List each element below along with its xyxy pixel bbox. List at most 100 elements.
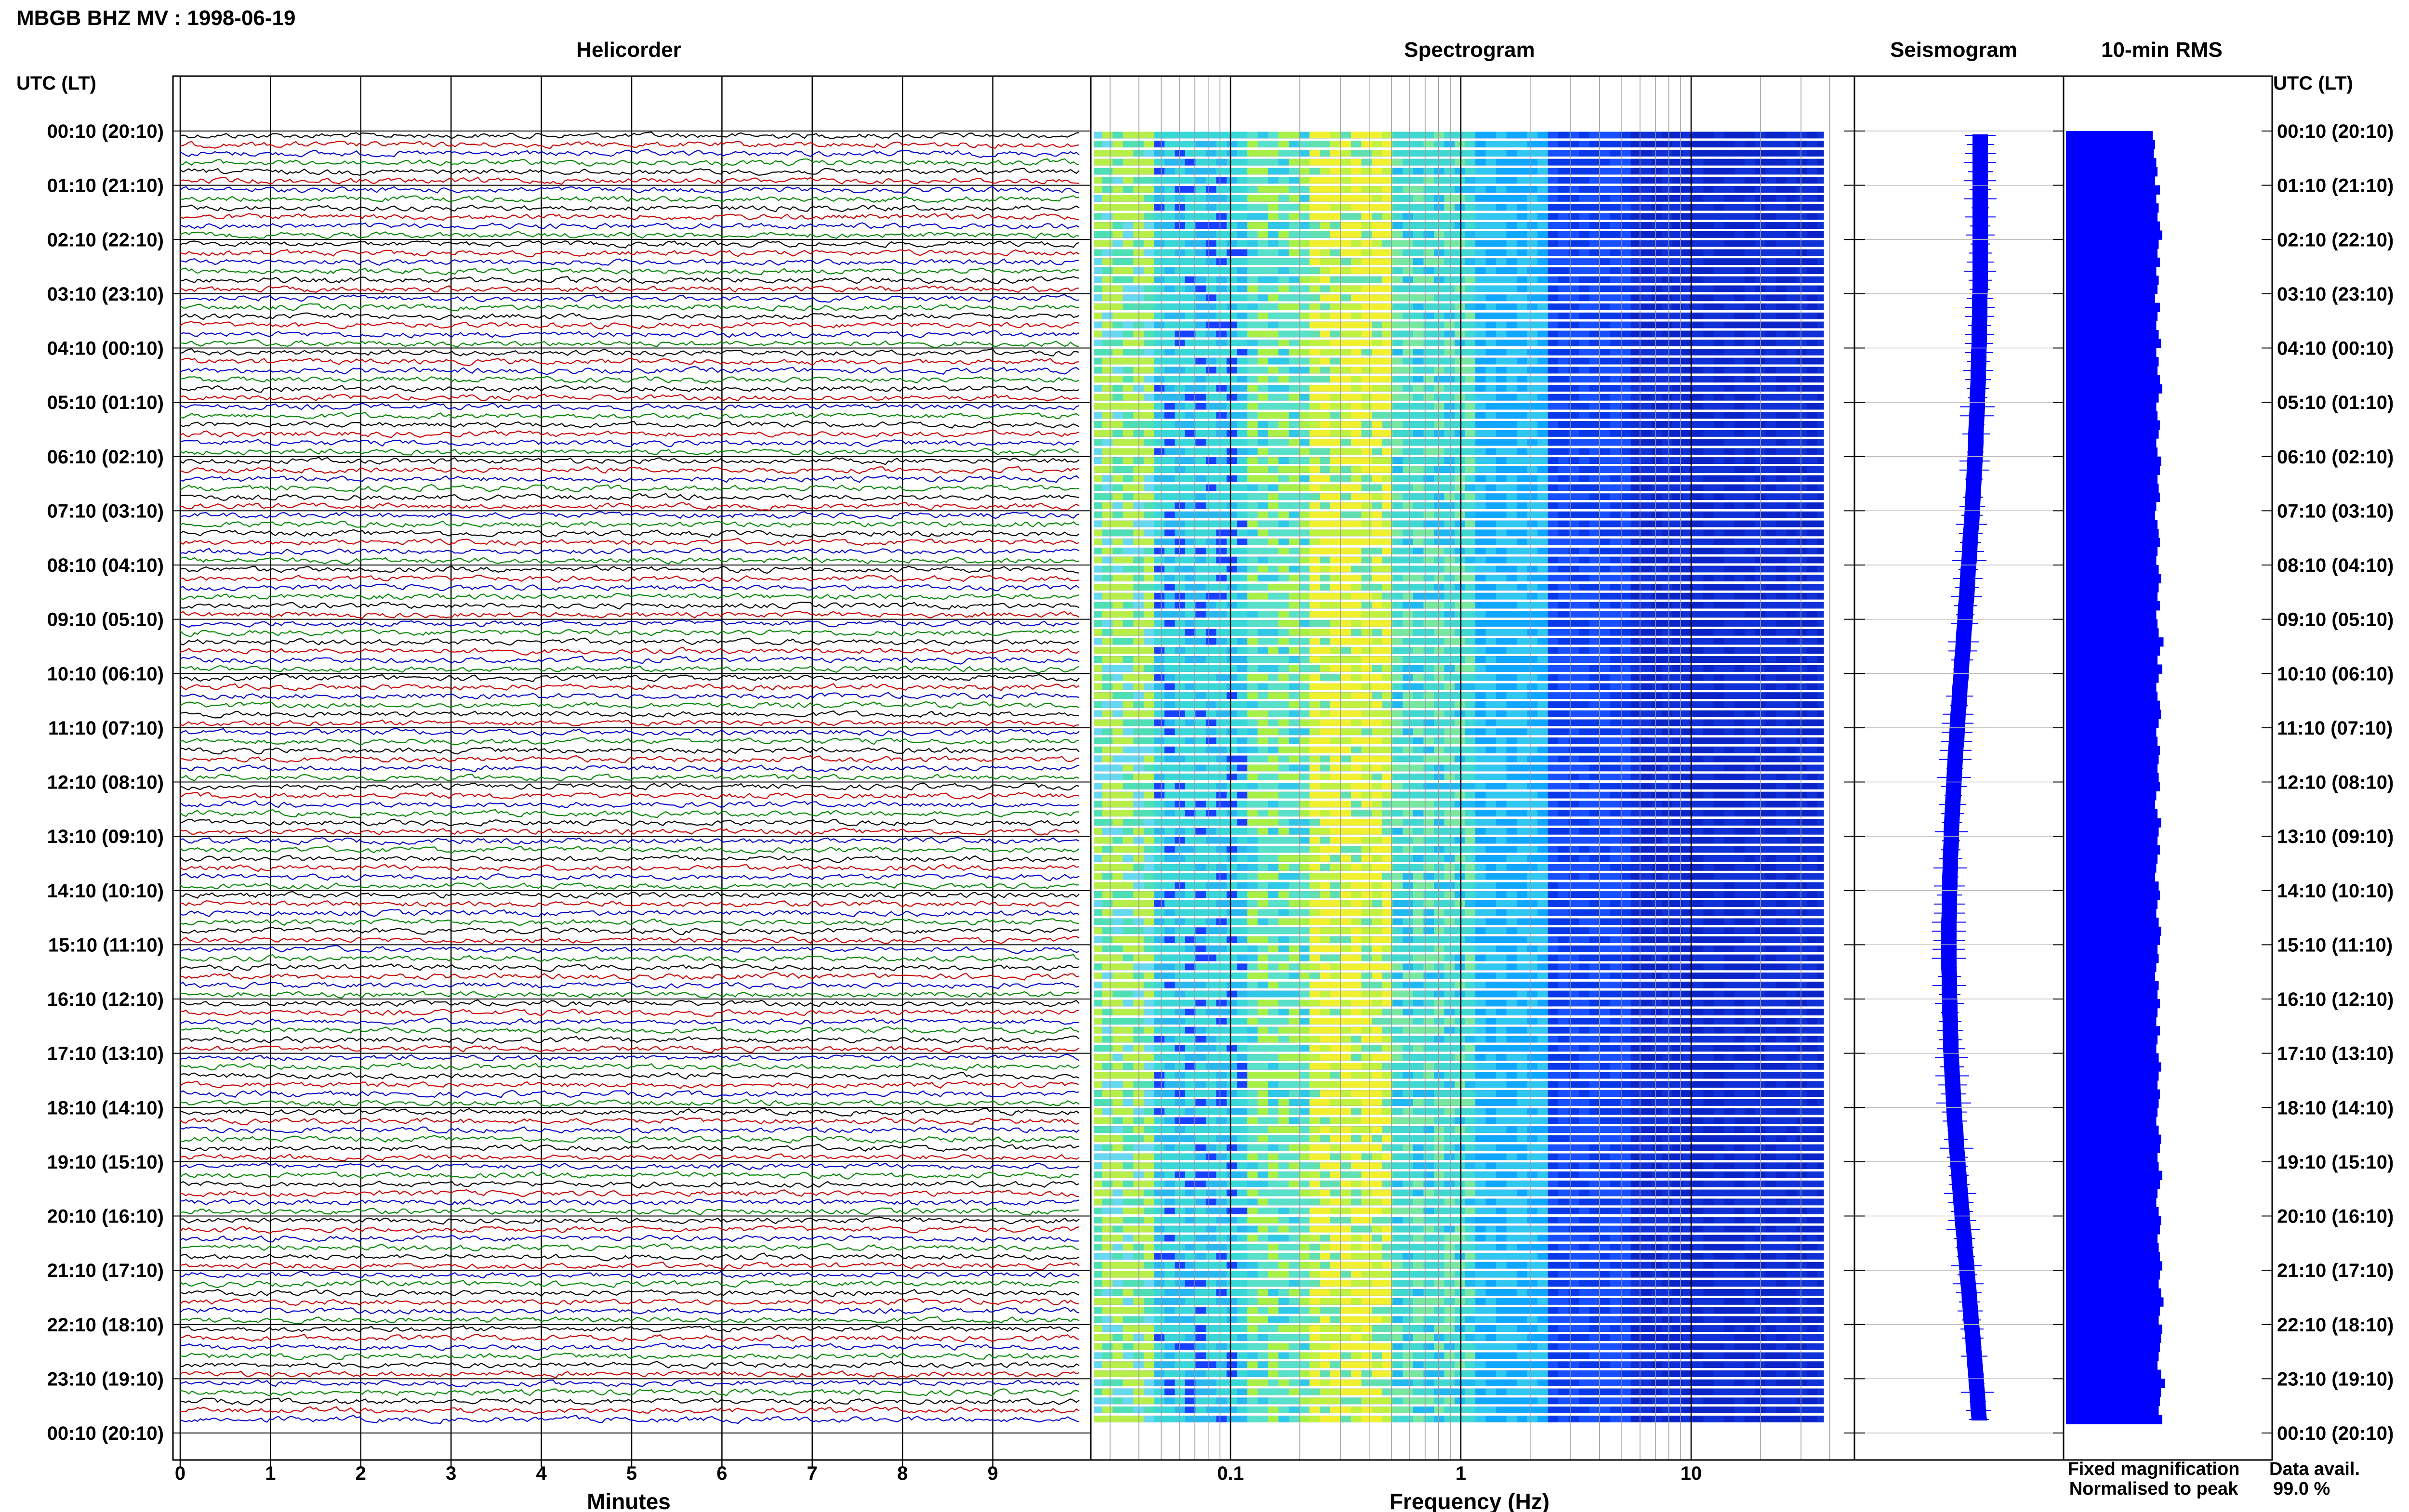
- spectrogram-cell: [1351, 547, 1362, 554]
- spectrogram-cell: [1195, 611, 1206, 618]
- spectrogram-cell: [1112, 448, 1124, 455]
- spectrogram-cell: [1278, 340, 1289, 346]
- spectrogram-cell: [1651, 421, 1662, 428]
- spectrogram-cell: [1796, 638, 1807, 645]
- spectrogram-cell: [1724, 131, 1735, 139]
- spectrogram-cell: [1807, 547, 1818, 554]
- spectrogram-cell: [1164, 656, 1175, 663]
- spectrogram-cell: [1288, 150, 1299, 157]
- helicorder-trace: [180, 629, 1080, 637]
- spectrogram-cell: [1589, 340, 1600, 346]
- spectrogram-cell: [1455, 349, 1466, 355]
- spectrogram-cell: [1558, 349, 1569, 355]
- spectrogram-cell: [1796, 529, 1807, 537]
- spectrogram-cell: [1620, 258, 1631, 265]
- spectrogram-cell: [1299, 683, 1310, 690]
- spectrogram-cell: [1568, 258, 1579, 265]
- spectrogram-cell: [1548, 502, 1559, 509]
- spectrogram-cell: [1195, 403, 1206, 410]
- spectrogram-cell: [1641, 439, 1652, 446]
- spectrogram-cell: [1672, 719, 1683, 726]
- spectrogram-cell: [1205, 665, 1217, 672]
- spectrogram-cell: [1372, 385, 1383, 392]
- spectrogram-cell: [1630, 231, 1641, 238]
- spectrogram-cell: [1548, 349, 1559, 355]
- spectrogram-cell: [1475, 629, 1486, 636]
- spectrogram-cell: [1693, 520, 1704, 527]
- spectrogram-cell: [1143, 493, 1154, 500]
- spectrogram-cell: [1195, 602, 1206, 609]
- helicorder-trace: [180, 1261, 1080, 1271]
- spectrogram-cell: [1237, 340, 1248, 346]
- spectrogram-cell: [1340, 312, 1351, 319]
- spectrogram-cell: [1807, 611, 1818, 618]
- spectrogram-cell: [1796, 457, 1807, 464]
- spectrogram-cell: [1641, 475, 1652, 482]
- spectrogram-cell: [1765, 719, 1776, 726]
- spectrogram-cell: [1413, 556, 1424, 564]
- spectrogram-cell: [1568, 303, 1579, 310]
- spectrogram-cell: [1423, 592, 1434, 600]
- spectrogram-cell: [1216, 692, 1227, 699]
- spectrogram-cell: [1527, 629, 1538, 636]
- spectrogram-cell: [1786, 620, 1797, 627]
- spectrogram-cell: [1257, 303, 1269, 310]
- spectrogram-cell: [1786, 647, 1797, 654]
- spectrogram-cell: [1226, 529, 1237, 537]
- spectrogram-cell: [1216, 547, 1227, 554]
- spectrogram-cell: [1112, 421, 1124, 428]
- spectrogram-cell: [1309, 367, 1320, 374]
- spectrogram-cell: [1413, 258, 1424, 265]
- spectrogram-cell: [1672, 466, 1683, 473]
- spectrogram-cell: [1724, 475, 1735, 482]
- spectrogram-cell: [1226, 276, 1237, 283]
- spectrogram-cell: [1641, 177, 1652, 184]
- spectrogram-cell: [1568, 484, 1579, 491]
- spectrogram-cell: [1351, 665, 1362, 672]
- spectrogram-cell: [1392, 701, 1403, 708]
- spectrogram-cell: [1226, 502, 1237, 509]
- spectrogram-cell: [1496, 475, 1507, 482]
- spectrogram-cell: [1226, 592, 1237, 600]
- spectrogram-cell: [1745, 186, 1756, 193]
- spectrogram-cell: [1382, 403, 1393, 410]
- spectrogram-cell: [1320, 592, 1331, 600]
- spectrogram-cell: [1361, 457, 1372, 464]
- spectrogram-cell: [1662, 602, 1673, 609]
- spectrogram-cell: [1185, 195, 1196, 202]
- spectrogram-cell: [1309, 493, 1320, 500]
- spectrogram-cell: [1154, 665, 1165, 672]
- spectrogram-cell: [1195, 240, 1206, 247]
- spectrogram-cell: [1579, 629, 1590, 636]
- spectrogram-cell: [1143, 638, 1154, 645]
- spectrogram-cell: [1299, 403, 1310, 410]
- spectrogram-cell: [1413, 701, 1424, 708]
- spectrogram-cell: [1703, 701, 1714, 708]
- spectrogram-cell: [1257, 150, 1269, 157]
- spectrogram-cell: [1423, 421, 1434, 428]
- spectrogram-cell: [1568, 620, 1579, 627]
- spectrogram-cell: [1237, 367, 1248, 374]
- spectrogram-cell: [1247, 285, 1258, 292]
- spectrogram-cell: [1765, 620, 1776, 627]
- spectrogram-cell: [1444, 258, 1455, 265]
- spectrogram-cell: [1600, 611, 1611, 618]
- spectrogram-cell: [1630, 547, 1641, 554]
- spectrogram-cell: [1517, 692, 1528, 699]
- spectrogram-cell: [1558, 584, 1569, 591]
- spectrogram-cell: [1205, 403, 1217, 410]
- spectrogram-cell: [1340, 141, 1351, 148]
- spectrogram-cell: [1268, 213, 1279, 220]
- spectrogram-cell: [1288, 321, 1299, 329]
- spectrogram-cell: [1309, 412, 1320, 419]
- spectrogram-cell: [1765, 385, 1776, 392]
- spectrogram-cell: [1247, 701, 1258, 708]
- spectrogram-cell: [1724, 376, 1735, 383]
- spectrogram-cell: [1693, 195, 1704, 202]
- spectrogram-cell: [1309, 475, 1320, 482]
- spectrogram-cell: [1537, 484, 1549, 491]
- spectrogram-cell: [1309, 276, 1320, 283]
- helicorder-trace: [180, 141, 1080, 149]
- spectrogram-cell: [1672, 321, 1683, 329]
- spectrogram-cell: [1672, 231, 1683, 238]
